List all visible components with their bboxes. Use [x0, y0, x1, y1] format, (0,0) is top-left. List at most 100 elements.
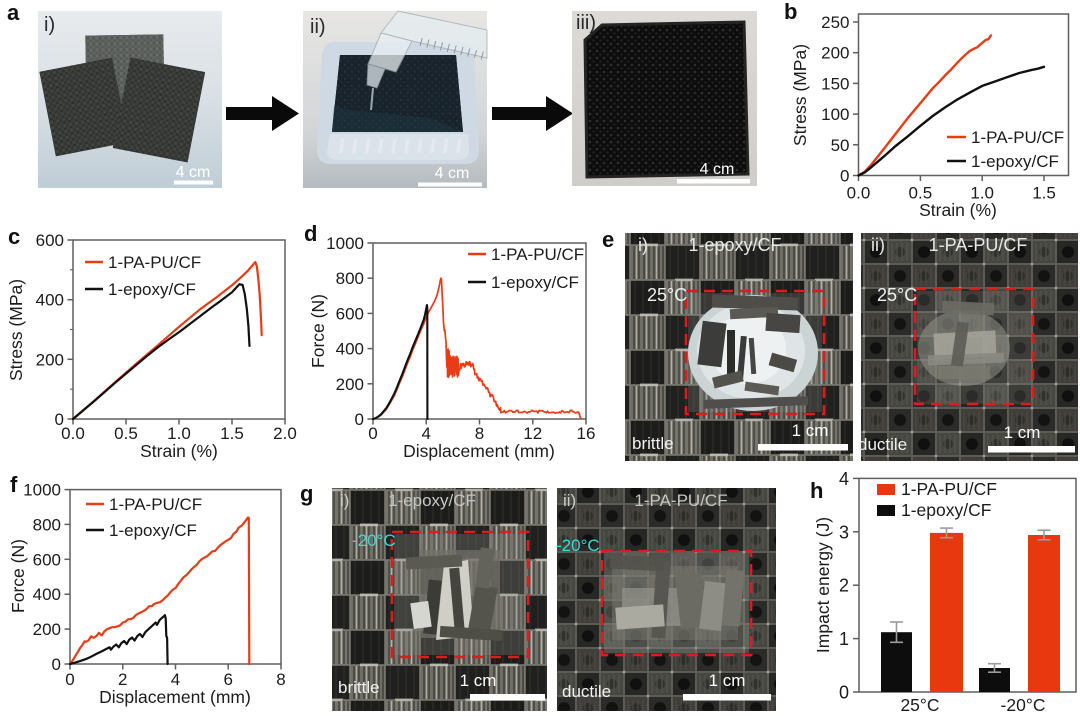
svg-text:600: 600	[36, 231, 64, 250]
svg-text:brittle: brittle	[632, 434, 674, 453]
svg-text:1 cm: 1 cm	[460, 671, 497, 690]
svg-text:0.5: 0.5	[114, 424, 138, 443]
svg-text:0.5: 0.5	[909, 184, 933, 203]
svg-text:400: 400	[33, 585, 61, 604]
svg-text:i): i)	[340, 491, 349, 510]
svg-text:ii): ii)	[871, 235, 885, 255]
svg-text:d: d	[304, 221, 317, 246]
svg-text:8: 8	[475, 424, 484, 443]
svg-text:-20°C: -20°C	[352, 531, 396, 550]
svg-text:1-epoxy/CF: 1-epoxy/CF	[108, 280, 196, 299]
svg-text:3: 3	[839, 522, 849, 542]
svg-text:Strain (%): Strain (%)	[919, 200, 997, 220]
svg-text:0: 0	[368, 424, 377, 443]
svg-text:200: 200	[36, 350, 64, 369]
svg-text:6: 6	[224, 670, 233, 689]
svg-text:8: 8	[276, 670, 285, 689]
svg-text:0: 0	[55, 410, 64, 429]
svg-text:12: 12	[523, 424, 542, 443]
svg-text:16: 16	[577, 424, 596, 443]
svg-text:2.0: 2.0	[273, 424, 297, 443]
svg-text:1.5: 1.5	[1032, 184, 1056, 203]
svg-text:Force (N): Force (N)	[308, 294, 328, 368]
svg-text:1000: 1000	[326, 234, 364, 253]
svg-text:Force (N): Force (N)	[8, 539, 28, 613]
svg-text:iii): iii)	[576, 12, 596, 34]
svg-text:h: h	[810, 478, 823, 503]
svg-text:Strain (%): Strain (%)	[140, 441, 218, 461]
svg-text:4: 4	[171, 670, 180, 689]
svg-text:1-PA-PU/CF: 1-PA-PU/CF	[901, 479, 997, 499]
svg-text:0: 0	[52, 655, 61, 674]
svg-text:g: g	[300, 481, 313, 506]
svg-text:4 cm: 4 cm	[176, 164, 211, 181]
svg-text:0: 0	[839, 683, 849, 703]
svg-text:Impact energy (J): Impact energy (J)	[813, 517, 833, 653]
svg-text:1 cm: 1 cm	[1004, 423, 1041, 442]
svg-text:1 cm: 1 cm	[709, 671, 746, 690]
svg-text:ductile: ductile	[858, 435, 907, 454]
svg-text:2: 2	[839, 576, 849, 596]
svg-text:-20°C: -20°C	[1001, 695, 1046, 715]
svg-text:400: 400	[36, 291, 64, 310]
svg-text:800: 800	[336, 269, 364, 288]
svg-text:0: 0	[840, 167, 849, 186]
svg-text:a: a	[7, 0, 20, 25]
svg-text:150: 150	[821, 74, 849, 93]
svg-text:Displacement (mm): Displacement (mm)	[99, 687, 251, 707]
svg-text:f: f	[10, 472, 18, 497]
svg-text:brittle: brittle	[338, 678, 380, 697]
svg-text:100: 100	[821, 105, 849, 124]
svg-text:25°C: 25°C	[877, 285, 917, 305]
svg-text:ductile: ductile	[562, 682, 611, 701]
svg-text:400: 400	[336, 340, 364, 359]
svg-text:0.0: 0.0	[61, 424, 85, 443]
svg-text:0: 0	[355, 410, 364, 429]
svg-text:i): i)	[638, 235, 648, 255]
svg-text:c: c	[8, 224, 20, 249]
svg-text:1.5: 1.5	[220, 424, 244, 443]
svg-text:800: 800	[33, 515, 61, 534]
svg-text:4 cm: 4 cm	[700, 161, 735, 178]
svg-text:1-PA-PU/CF: 1-PA-PU/CF	[929, 235, 1028, 255]
svg-text:1.0: 1.0	[970, 184, 994, 203]
svg-text:50: 50	[831, 136, 850, 155]
svg-text:0: 0	[65, 670, 74, 689]
svg-text:Stress (MPa): Stress (MPa)	[790, 44, 810, 146]
svg-text:0.0: 0.0	[847, 184, 871, 203]
svg-text:1-PA-PU/CF: 1-PA-PU/CF	[634, 491, 727, 510]
svg-text:600: 600	[33, 550, 61, 569]
svg-text:4: 4	[422, 424, 431, 443]
svg-text:4: 4	[839, 469, 849, 489]
svg-text:ii): ii)	[310, 16, 326, 38]
svg-text:e: e	[602, 227, 614, 252]
svg-text:1-epoxy/CF: 1-epoxy/CF	[109, 521, 197, 540]
svg-text:25°C: 25°C	[900, 695, 939, 715]
svg-text:b: b	[784, 0, 797, 24]
svg-text:1-epoxy/CF: 1-epoxy/CF	[491, 273, 579, 292]
svg-text:1-epoxy/CF: 1-epoxy/CF	[388, 491, 476, 510]
svg-text:1-epoxy/CF: 1-epoxy/CF	[688, 235, 781, 255]
svg-text:1-epoxy/CF: 1-epoxy/CF	[901, 500, 991, 520]
svg-text:200: 200	[336, 375, 364, 394]
svg-text:250: 250	[821, 13, 849, 32]
svg-text:ii): ii)	[563, 491, 576, 510]
svg-text:i): i)	[44, 14, 55, 36]
svg-text:200: 200	[33, 620, 61, 639]
svg-text:1.0: 1.0	[167, 424, 191, 443]
svg-text:1-PA-PU/CF: 1-PA-PU/CF	[108, 253, 201, 272]
svg-text:1-epoxy/CF: 1-epoxy/CF	[971, 152, 1059, 171]
svg-text:200: 200	[821, 44, 849, 63]
svg-text:1000: 1000	[23, 481, 61, 500]
svg-text:Stress (MPa): Stress (MPa)	[6, 279, 26, 381]
svg-text:25°C: 25°C	[647, 285, 687, 305]
svg-text:1-PA-PU/CF: 1-PA-PU/CF	[971, 128, 1064, 147]
svg-text:-20°C: -20°C	[556, 536, 600, 555]
svg-text:1 cm: 1 cm	[792, 421, 829, 440]
svg-text:600: 600	[336, 304, 364, 323]
svg-text:1-PA-PU/CF: 1-PA-PU/CF	[491, 245, 584, 264]
svg-text:1: 1	[839, 629, 849, 649]
svg-text:2: 2	[118, 670, 127, 689]
svg-text:4 cm: 4 cm	[435, 165, 470, 182]
svg-text:1-PA-PU/CF: 1-PA-PU/CF	[109, 495, 202, 514]
